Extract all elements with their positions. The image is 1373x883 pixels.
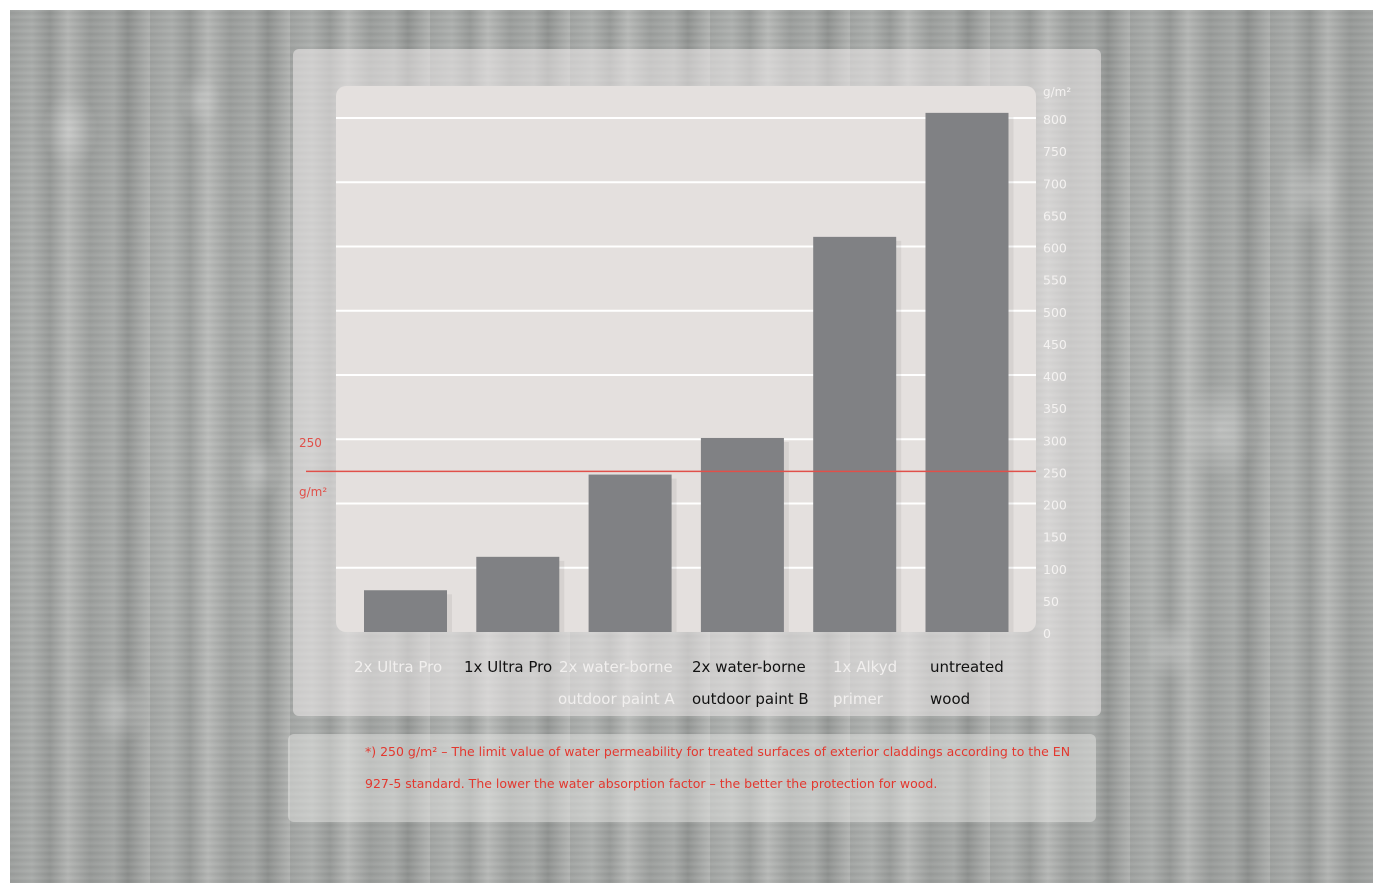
- reference-line-value-label: 250: [299, 436, 322, 450]
- bar: [925, 112, 1009, 633]
- y-tick-label: 650: [1043, 208, 1067, 223]
- y-axis-ticks: 0 50 100 150 200 250 300 350 400 450 500 550 600 650 7…: [1043, 112, 1067, 641]
- x-category-label: outdoor paint B: [692, 690, 809, 708]
- x-category-label: 1x Alkyd: [833, 658, 897, 676]
- y-tick-label: 350: [1043, 401, 1067, 416]
- reference-line-unit-label: g/m²: [299, 485, 327, 499]
- x-category-label: 2x water-borne: [692, 658, 806, 676]
- y-tick-label: 550: [1043, 273, 1067, 288]
- y-tick-label: 700: [1043, 176, 1067, 191]
- footnote-panel: [288, 734, 1096, 822]
- y-tick-label: 0: [1043, 626, 1051, 641]
- reference-line-group: 250 g/m²: [299, 436, 1036, 499]
- y-tick-label: 750: [1043, 144, 1067, 159]
- y-tick-label: 800: [1043, 112, 1067, 127]
- bar: [700, 437, 784, 632]
- x-category-label: 2x water-borne: [559, 658, 673, 676]
- x-category-label: 2x Ultra Pro: [354, 658, 442, 676]
- y-tick-label: 300: [1043, 433, 1067, 448]
- bar: [588, 474, 672, 632]
- x-category-label: outdoor paint A: [558, 690, 675, 708]
- bar: [364, 590, 447, 632]
- y-tick-label: 500: [1043, 305, 1067, 320]
- y-tick-label: 100: [1043, 562, 1067, 577]
- y-axis-unit-label: g/m²: [1043, 85, 1071, 99]
- y-tick-label: 50: [1043, 594, 1059, 609]
- bar: [813, 236, 897, 633]
- x-category-label: 1x Ultra Pro: [464, 658, 552, 676]
- bars: [364, 112, 1014, 633]
- bar: [476, 556, 560, 632]
- y-tick-label: 600: [1043, 241, 1067, 256]
- y-tick-label: 450: [1043, 337, 1067, 352]
- x-axis-labels: 2x Ultra Pro 1x Ultra Pro 2x water-borne ou…: [354, 658, 1004, 708]
- x-category-label: untreated: [930, 658, 1004, 676]
- y-tick-label: 250: [1043, 465, 1067, 480]
- grid-lines: [336, 117, 1036, 569]
- plot-area: [336, 86, 1036, 632]
- footnote-text: *) 250 g/m² – The limit value of water p…: [365, 744, 1071, 791]
- y-tick-label: 200: [1043, 498, 1067, 513]
- x-category-label: primer: [833, 690, 884, 708]
- x-category-label: wood: [930, 690, 970, 708]
- y-tick-label: 150: [1043, 530, 1067, 545]
- y-tick-label: 400: [1043, 369, 1067, 384]
